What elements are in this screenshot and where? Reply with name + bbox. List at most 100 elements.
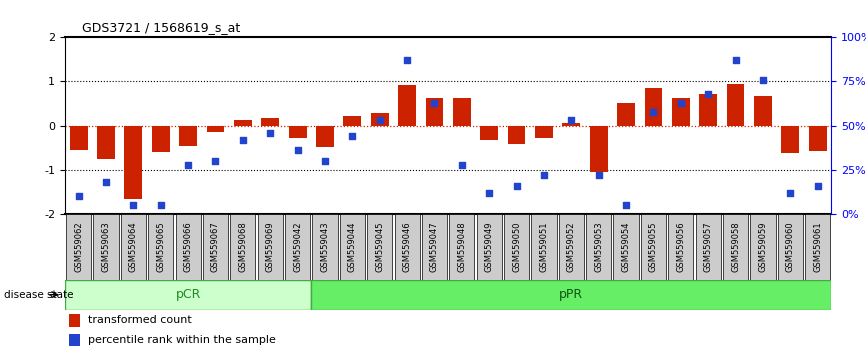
Point <box>263 130 277 136</box>
Bar <box>230 214 255 280</box>
Text: GSM559061: GSM559061 <box>813 222 822 272</box>
Point <box>811 183 824 189</box>
Bar <box>367 214 392 280</box>
Bar <box>586 214 611 280</box>
Bar <box>781 126 799 153</box>
Bar <box>613 214 638 280</box>
Bar <box>70 126 87 150</box>
Bar <box>148 214 173 280</box>
Bar <box>344 116 361 126</box>
Bar <box>371 113 389 126</box>
Point <box>619 202 633 208</box>
Point <box>510 183 524 189</box>
Bar <box>723 214 748 280</box>
Bar <box>176 214 201 280</box>
Bar <box>778 214 803 280</box>
Text: transformed count: transformed count <box>88 315 191 325</box>
Text: GSM559068: GSM559068 <box>238 222 248 272</box>
Bar <box>398 85 416 126</box>
Bar <box>258 214 283 280</box>
Bar <box>699 94 717 126</box>
Bar <box>68 314 81 327</box>
Bar <box>672 98 689 126</box>
Point <box>701 91 715 97</box>
Bar <box>727 84 745 126</box>
Bar <box>66 214 91 280</box>
Point <box>482 190 496 196</box>
Bar <box>644 88 662 126</box>
Bar <box>395 214 420 280</box>
Text: GSM559054: GSM559054 <box>622 222 630 272</box>
Bar <box>481 126 498 140</box>
Bar <box>532 214 557 280</box>
Point <box>346 133 359 139</box>
Bar <box>590 126 608 172</box>
Bar <box>754 96 772 126</box>
Bar <box>234 120 252 126</box>
Text: pPR: pPR <box>559 288 584 301</box>
Point <box>728 57 742 63</box>
Text: GSM559062: GSM559062 <box>74 222 83 272</box>
Bar <box>65 280 311 310</box>
Bar <box>207 126 224 132</box>
Text: GSM559066: GSM559066 <box>184 222 192 272</box>
Bar <box>449 214 475 280</box>
Point <box>400 57 414 63</box>
Bar <box>97 126 115 159</box>
Bar <box>316 126 334 147</box>
Text: GSM559043: GSM559043 <box>320 222 329 272</box>
Bar <box>641 214 666 280</box>
Text: GSM559047: GSM559047 <box>430 222 439 272</box>
Text: GSM559056: GSM559056 <box>676 222 685 272</box>
Text: GSM559065: GSM559065 <box>156 222 165 272</box>
Bar <box>120 214 146 280</box>
Point <box>126 202 140 208</box>
Bar <box>311 280 831 310</box>
Text: GSM559050: GSM559050 <box>512 222 521 272</box>
Point <box>181 162 195 167</box>
Point <box>565 118 578 123</box>
Text: GSM559045: GSM559045 <box>375 222 385 272</box>
Bar <box>339 214 365 280</box>
Bar <box>313 214 338 280</box>
Bar <box>179 126 197 145</box>
Text: GSM559049: GSM559049 <box>485 222 494 272</box>
Point <box>784 190 798 196</box>
Text: GSM559046: GSM559046 <box>403 222 411 272</box>
Text: GSM559067: GSM559067 <box>211 222 220 272</box>
Point <box>209 158 223 164</box>
Point <box>372 118 386 123</box>
Bar <box>152 126 170 152</box>
Bar <box>422 214 447 280</box>
Point <box>756 77 770 82</box>
Bar <box>507 126 526 144</box>
Text: disease state: disease state <box>4 290 74 300</box>
Bar <box>288 126 307 138</box>
Bar <box>285 214 310 280</box>
Text: GSM559042: GSM559042 <box>293 222 302 272</box>
Bar <box>669 214 694 280</box>
Text: GSM559057: GSM559057 <box>704 222 713 272</box>
Text: GSM559064: GSM559064 <box>129 222 138 272</box>
Bar <box>562 124 580 126</box>
Bar <box>809 126 826 152</box>
Bar <box>125 126 142 199</box>
Bar <box>617 103 635 126</box>
Text: GSM559048: GSM559048 <box>457 222 466 272</box>
Bar <box>750 214 776 280</box>
Point <box>99 179 113 185</box>
Text: GSM559060: GSM559060 <box>785 222 795 272</box>
Point <box>72 194 86 199</box>
Point <box>674 100 688 105</box>
Bar <box>425 98 443 126</box>
Text: GDS3721 / 1568619_s_at: GDS3721 / 1568619_s_at <box>82 21 241 34</box>
Text: pCR: pCR <box>176 288 201 301</box>
Text: GSM559051: GSM559051 <box>540 222 548 272</box>
Bar <box>203 214 228 280</box>
Point <box>154 202 168 208</box>
Bar <box>805 214 830 280</box>
Text: GSM559055: GSM559055 <box>649 222 658 272</box>
Bar <box>453 98 471 126</box>
Point <box>236 137 249 143</box>
Bar <box>695 214 721 280</box>
